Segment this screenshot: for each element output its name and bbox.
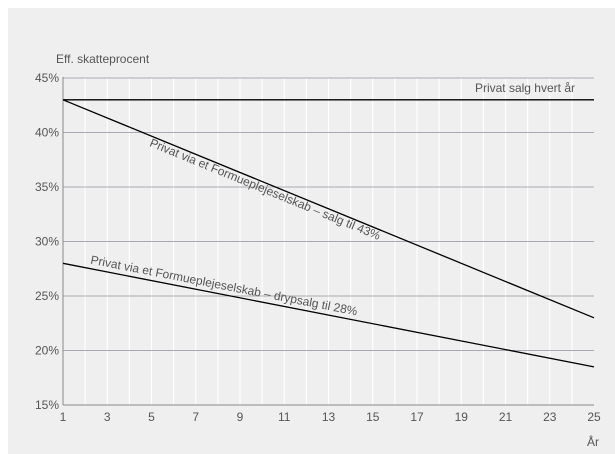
y-tick-label: 30% [35,235,59,249]
y-tick-label: 20% [35,344,59,358]
axes: 15%20%25%30%35%40%45%1 3 5 7 9 11 13 15 17 19 21 23… [35,71,601,424]
x-tick-label: 25 [587,410,601,424]
series-label-formuepleje-salg: Privat via et Formuepleje­selskab – salg… [148,136,383,243]
y-tick-label: 45% [35,71,59,85]
y-tick-label: 35% [35,180,59,194]
x-tick-label: 15 [366,410,380,424]
labels: Eff. skatteprocent År Privat salg hvert … [56,52,599,449]
x-axis-title: År [587,434,599,449]
x-tick-label: 1 [60,410,67,424]
x-tick-label: 5 [148,410,155,424]
series-lines [62,99,595,368]
x-tick-label: 17 [410,410,424,424]
series-line-3 [62,262,595,368]
x-tick-label: 19 [455,410,469,424]
x-tick-label: 21 [499,410,513,424]
x-tick-label: 7 [192,410,199,424]
y-tick-label: 40% [35,126,59,140]
x-tick-label: 9 [237,410,244,424]
x-tick-label: 23 [543,410,557,424]
y-tick-label: 25% [35,289,59,303]
x-tick-label: 13 [322,410,336,424]
y-tick-label: 15% [35,398,59,412]
series-label-privat-salg: Privat salg hvert år [475,81,575,95]
y-axis-title: Eff. skatteprocent [56,52,150,66]
chart-panel: 15% 20% 25% 30% 35% 40% 45% 1 3 5 7 9 11 13 15 17 19 21 23… [8,8,615,454]
line-chart: 15%20%25%30%35%40%45%1 3 5 7 9 11 13 15 17 19 21 23… [35,52,601,449]
grid [63,77,594,405]
x-tick-label: 11 [278,410,291,424]
series-line-2 [62,99,595,319]
x-tick-label: 3 [104,410,111,424]
